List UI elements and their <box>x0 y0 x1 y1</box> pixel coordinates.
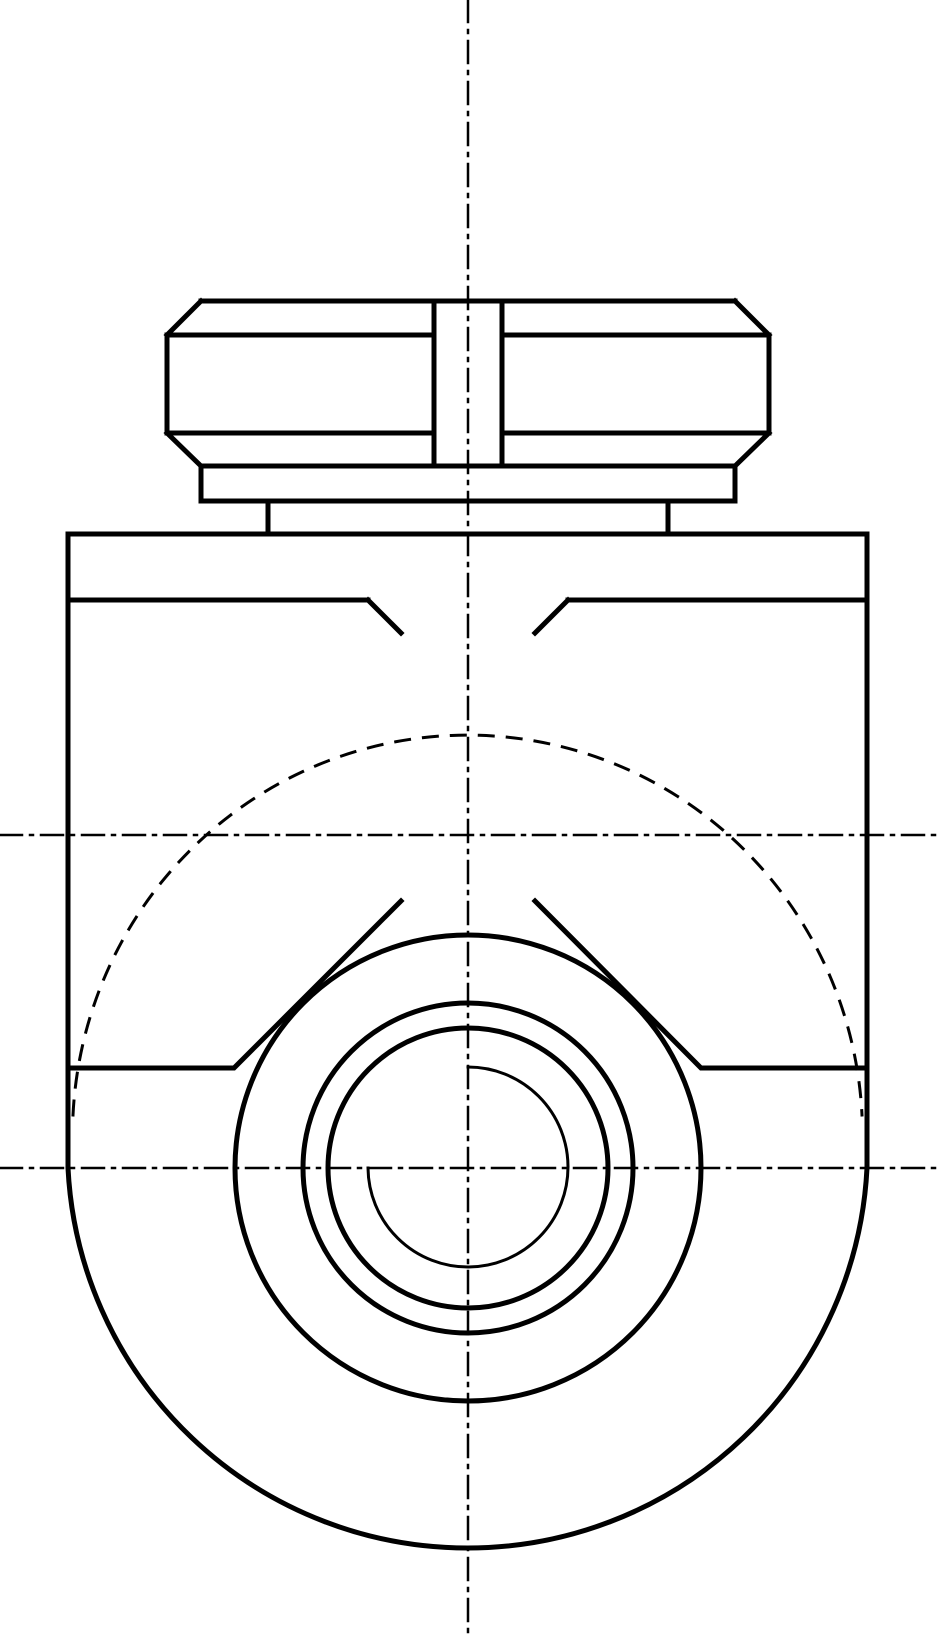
nut-chamfer-top-right <box>731 297 773 339</box>
thread-arc <box>366 1065 570 1269</box>
port-ring-inner <box>325 1025 611 1311</box>
lower-flange <box>65 897 870 1071</box>
body-outline <box>65 531 870 1551</box>
port <box>232 932 704 1404</box>
valve-body <box>65 531 870 1551</box>
port-outer-circle <box>232 932 704 1404</box>
upper-chamfer-left <box>364 596 405 637</box>
port-ring-outer <box>300 1000 636 1336</box>
lower-flange-right <box>531 897 870 1071</box>
nut-chamfer-bottom-left <box>163 429 205 470</box>
nut-chamfer-top-left <box>163 297 205 339</box>
nut-chamfer-bottom-right <box>731 429 773 470</box>
lower-flange-left <box>65 897 405 1071</box>
hidden-arc <box>71 733 864 1117</box>
upper-chamfer-right <box>531 596 572 637</box>
